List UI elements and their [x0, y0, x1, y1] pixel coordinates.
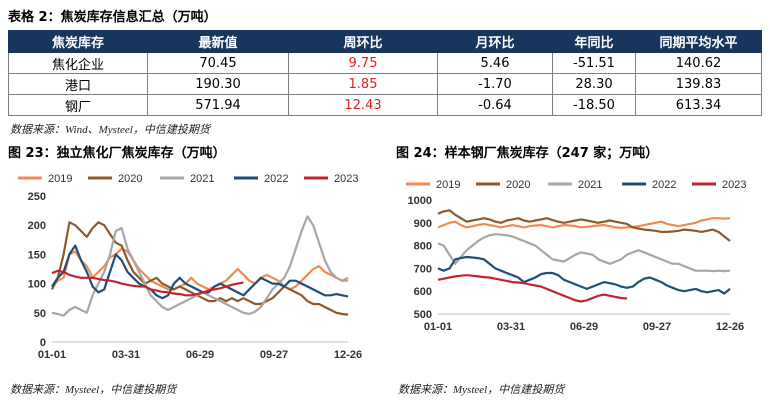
series-line-2021 [437, 233, 731, 273]
row-mom: -0.64 [437, 94, 553, 116]
legend-label-2022: 2022 [652, 179, 676, 191]
row-yoy: -51.51 [552, 52, 636, 74]
y-tick-label: 200 [28, 220, 46, 232]
chart-24: 2019 2020 2021 2022 2023 500 600 700 800 900 1000 0… [406, 179, 746, 333]
x-tick-label: 03-31 [497, 321, 525, 333]
legend-label-2020: 2020 [118, 173, 142, 185]
row-avg: 139.83 [635, 73, 762, 95]
x-tick-label: 06-29 [570, 321, 598, 333]
legend-label-2019: 2019 [48, 173, 72, 185]
legend-label-2021: 2021 [190, 173, 214, 185]
legend: 2019 2020 2021 2022 2023 [406, 179, 746, 191]
header-wow: 周环比 [288, 30, 438, 53]
row-avg: 140.62 [635, 52, 762, 74]
table-title: 表格 2：焦炭库存信息汇总（万吨） [8, 10, 217, 25]
legend-label-2022: 2022 [264, 173, 288, 185]
table-header-row: 焦炭库存 最新值 周环比 月环比 年同比 同期平均水平 [8, 30, 762, 53]
x-tick-label: 09-27 [643, 321, 671, 333]
coke-inventory-table: 焦炭库存 最新值 周环比 月环比 年同比 同期平均水平 焦化企业 70.45 9… [8, 30, 762, 116]
table-row: 焦化企业 70.45 9.75 5.46 -51.51 140.62 [8, 52, 762, 74]
y-tick-label: 1000 [408, 195, 432, 207]
series-line-2020 [437, 209, 731, 242]
row-wow: 9.75 [288, 52, 438, 74]
row-yoy: -18.50 [552, 94, 636, 116]
y-tick-label: 50 [34, 308, 46, 320]
row-mom: 5.46 [437, 52, 553, 74]
y-tick-label: 100 [28, 279, 46, 291]
y-tick-label: 500 [414, 309, 432, 321]
y-tick-label: 900 [414, 218, 432, 230]
chart-23: 2019 2020 2021 2022 2023 0 50 100 150 200 250 01-01… [18, 173, 362, 361]
row-name: 钢厂 [8, 94, 148, 116]
series-line-2022 [437, 255, 731, 295]
table-source: 数据来源：Wind、Mysteel，中信建投期货 [10, 124, 210, 136]
legend-label-2023: 2023 [722, 179, 746, 191]
header-latest: 最新值 [147, 30, 289, 53]
x-tick-label: 06-29 [186, 349, 214, 361]
row-name: 港口 [8, 73, 148, 95]
header-avg: 同期平均水平 [635, 30, 762, 53]
chart-24-title: 图 24：样本钢厂焦炭库存（247 家；万吨） [396, 146, 659, 161]
series-line-2020 [51, 221, 349, 316]
series-line-2019 [437, 217, 731, 229]
x-tick-label: 03-31 [112, 349, 140, 361]
chart-23-source: 数据来源：Mysteel，中信建投期货 [10, 384, 177, 396]
legend-label-2023: 2023 [334, 173, 358, 185]
x-tick-label: 01-01 [38, 349, 66, 361]
y-tick-label: 0 [40, 337, 46, 349]
row-wow: 1.85 [288, 73, 438, 95]
row-mom: -1.70 [437, 73, 553, 95]
row-latest: 190.30 [147, 73, 289, 95]
x-tick-label: 09-27 [260, 349, 288, 361]
header-yoy: 年同比 [552, 30, 636, 53]
chart-24-source: 数据来源：Mysteel，中信建投期货 [398, 384, 565, 396]
header-mom: 月环比 [437, 30, 553, 53]
x-tick-label: 12-26 [334, 349, 362, 361]
y-tick-label: 800 [414, 241, 432, 253]
legend-label-2020: 2020 [506, 179, 530, 191]
y-tick-label: 250 [28, 191, 46, 203]
row-wow: 12.43 [288, 94, 438, 116]
y-tick-label: 700 [414, 263, 432, 275]
series-line-2019 [51, 247, 349, 291]
header-category: 焦炭库存 [8, 30, 148, 53]
y-tick-label: 600 [414, 286, 432, 298]
legend: 2019 2020 2021 2022 2023 [18, 173, 358, 185]
row-name: 焦化企业 [8, 52, 148, 74]
legend-label-2019: 2019 [436, 179, 460, 191]
row-yoy: 28.30 [552, 73, 636, 95]
x-tick-label: 01-01 [424, 321, 452, 333]
series-line-2021 [51, 215, 348, 317]
chart-23-title: 图 23：独立焦化厂焦炭库存（万吨） [8, 146, 226, 161]
series-line-2023 [437, 274, 627, 303]
table-row: 钢厂 571.94 12.43 -0.64 -18.50 613.34 [8, 94, 762, 116]
series-line-2022 [51, 244, 349, 300]
x-tick-label: 12-26 [716, 321, 744, 333]
y-tick-label: 150 [28, 249, 46, 261]
legend-label-2021: 2021 [578, 179, 602, 191]
series-line-2023 [51, 269, 244, 297]
row-avg: 613.34 [635, 94, 762, 116]
row-latest: 571.94 [147, 94, 289, 116]
row-latest: 70.45 [147, 52, 289, 74]
table-row: 港口 190.30 1.85 -1.70 28.30 139.83 [8, 73, 762, 95]
